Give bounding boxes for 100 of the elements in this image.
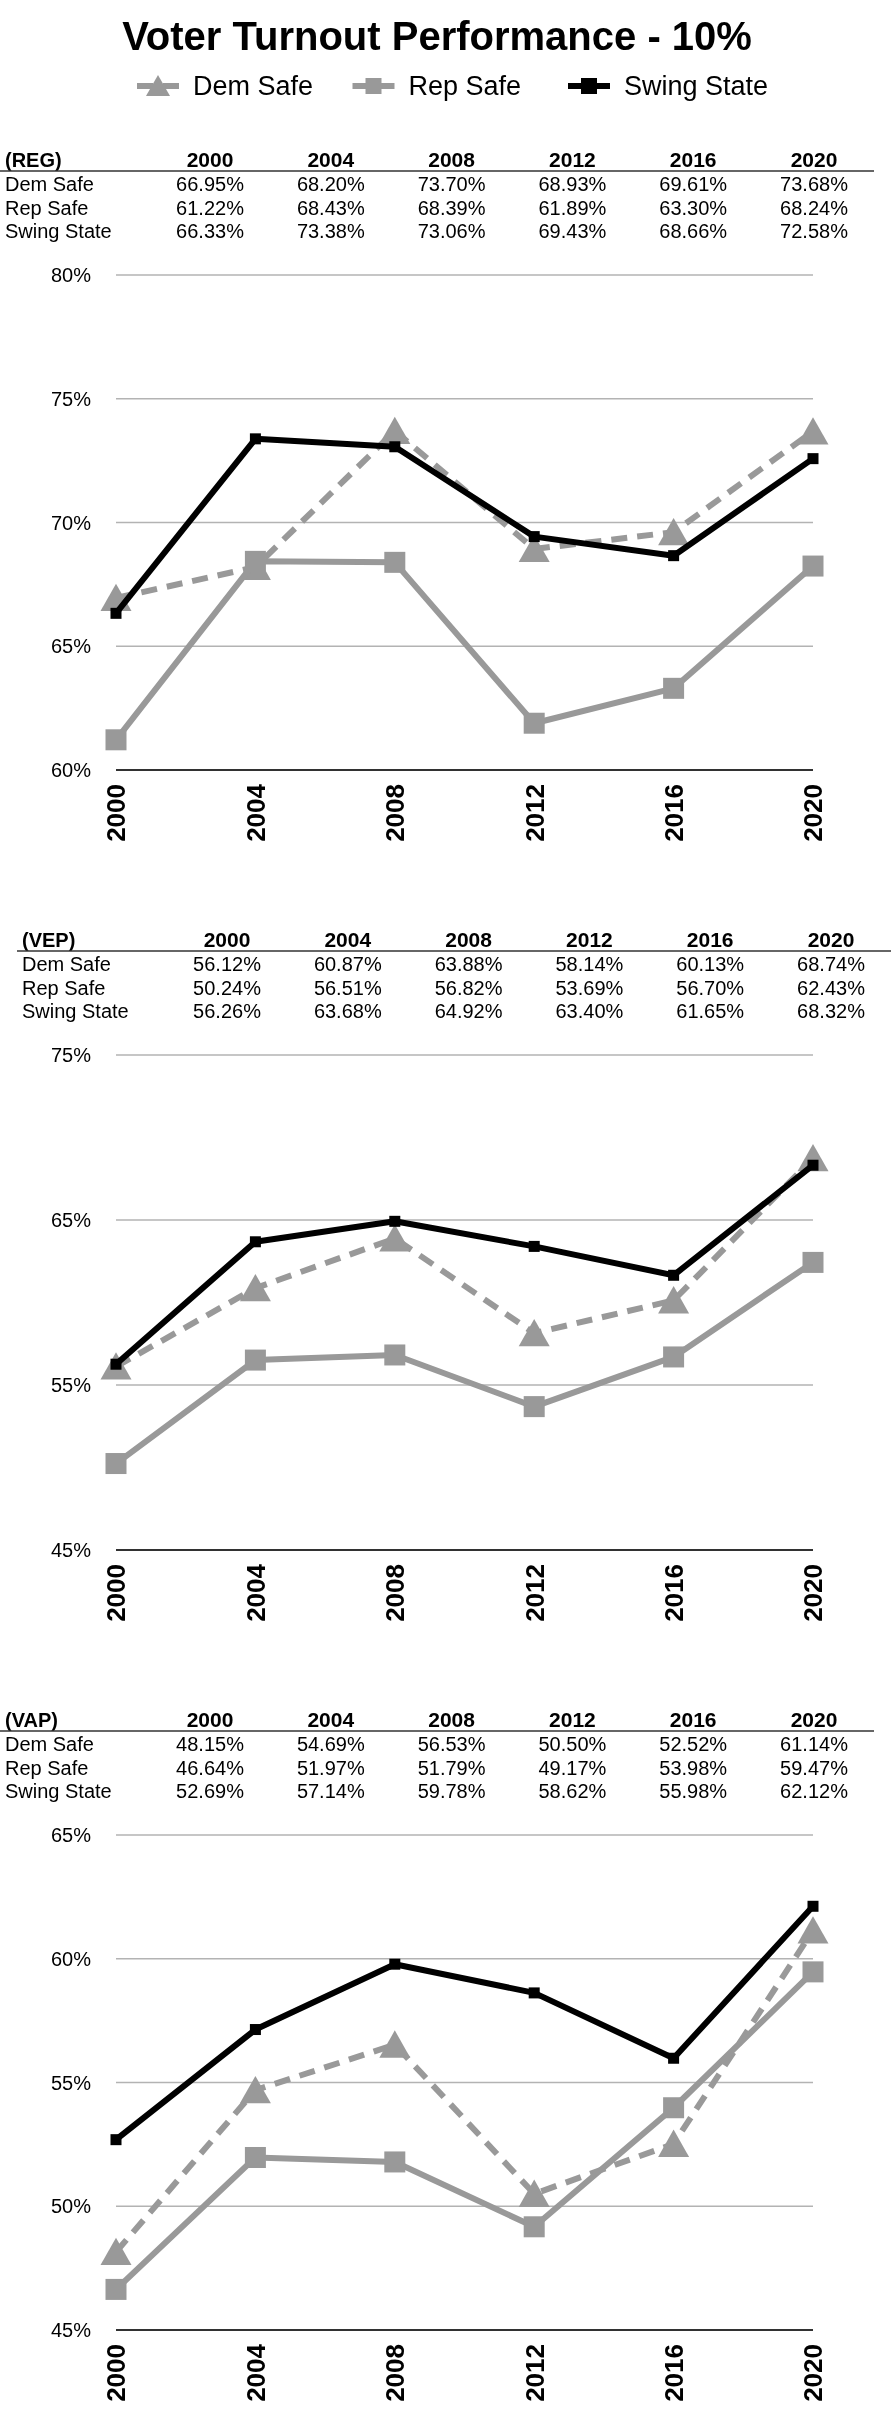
- text: 66.95%: [176, 173, 245, 195]
- text: 56.12%: [193, 953, 262, 975]
- text: Dem Safe: [5, 1733, 94, 1755]
- text: 53.98%: [659, 1756, 728, 1779]
- text: 60.13%: [676, 953, 745, 975]
- text: 51.97%: [296, 1756, 365, 1779]
- text: 50.24%: [193, 976, 262, 999]
- text: 68.39%: [417, 196, 486, 219]
- category-label: 2012: [566, 928, 613, 951]
- chart-subtitle: (VEP): [22, 929, 76, 951]
- text: 68.43%: [296, 196, 365, 219]
- text: 68.20%: [296, 173, 365, 195]
- text: Dem Safe: [5, 173, 94, 195]
- text: 69.61%: [659, 173, 728, 195]
- y-tick-label: 65%: [50, 1824, 92, 1846]
- category-label: 2016: [669, 148, 717, 171]
- y-tick-label: 70%: [50, 511, 92, 534]
- text: Swing State: [22, 1000, 129, 1022]
- y-tick-label: 55%: [50, 2071, 92, 2094]
- text: 58.14%: [555, 953, 624, 975]
- x-tick-label: 2004: [240, 2343, 271, 2402]
- text: 68.24%: [780, 196, 849, 219]
- category-label: 2020: [807, 928, 855, 951]
- text: 56.51%: [313, 976, 382, 999]
- x-tick-label: 2016: [658, 1564, 689, 1622]
- point: [658, 1286, 690, 1314]
- x-tick-label: 2000: [101, 2344, 132, 2402]
- text: 58.62%: [538, 1780, 607, 1802]
- text: 56.53%: [417, 1733, 486, 1755]
- text: Dem Safe: [22, 953, 111, 975]
- point: [379, 1224, 411, 1252]
- category-label: 2004: [307, 148, 355, 171]
- text: 56.26%: [193, 1000, 262, 1022]
- x-tick-label: 2000: [101, 784, 132, 842]
- y-tick-label: 50%: [50, 2195, 92, 2218]
- point: [239, 1273, 271, 1302]
- text: 63.40%: [555, 1000, 624, 1022]
- category-label: 2020: [790, 1708, 838, 1731]
- point: [518, 1318, 550, 1347]
- y-tick-label: 75%: [50, 387, 92, 410]
- y-tick-label: 60%: [50, 1947, 92, 1970]
- text: 66.33%: [176, 220, 245, 242]
- text: 48.15%: [176, 1733, 245, 1755]
- category-label: 2008: [445, 928, 492, 951]
- y-tick-label: 80%: [50, 264, 92, 286]
- text: Rep Safe: [22, 976, 106, 999]
- point: [802, 1251, 824, 1273]
- text: 50.50%: [538, 1733, 607, 1755]
- chart-title: Voter Turnout Performance - 10%: [122, 14, 752, 58]
- legend-label: Rep Safe: [408, 71, 522, 101]
- text: 55.98%: [659, 1780, 728, 1802]
- text: 73.70%: [417, 173, 486, 195]
- point: [523, 1396, 545, 1418]
- x-tick-label: 2012: [519, 784, 550, 842]
- point: [668, 1269, 680, 1281]
- text: 49.17%: [538, 1756, 607, 1779]
- x-tick-label: 2012: [519, 1564, 550, 1622]
- category-label: 2004: [307, 1708, 355, 1731]
- y-tick-label: 55%: [50, 1374, 92, 1396]
- y-tick-label: 45%: [50, 1539, 92, 1561]
- text: 73.38%: [296, 220, 365, 242]
- text: 73.68%: [780, 173, 849, 195]
- category-label: 2012: [549, 1708, 596, 1731]
- text: 63.30%: [659, 196, 728, 219]
- text: 51.79%: [417, 1756, 486, 1779]
- x-tick-label: 2020: [798, 784, 829, 842]
- text: 63.68%: [313, 1000, 382, 1022]
- point: [528, 1240, 540, 1252]
- text: 62.43%: [797, 976, 866, 999]
- text: 73.06%: [417, 220, 486, 242]
- chart-subtitle: (VAP): [5, 1709, 58, 1731]
- x-tick-label: 2004: [240, 783, 271, 842]
- text: 56.82%: [434, 976, 503, 999]
- text: Rep Safe: [5, 1756, 89, 1779]
- point: [244, 1349, 266, 1371]
- chart-subtitle: (REG): [5, 149, 62, 171]
- y-tick-label: 65%: [50, 1209, 92, 1231]
- x-tick-label: 2004: [240, 1563, 271, 1622]
- category-label: 2008: [428, 1708, 475, 1731]
- x-tick-label: 2008: [380, 2344, 411, 2402]
- text: 68.32%: [797, 1000, 866, 1022]
- x-tick-label: 2008: [380, 1564, 411, 1622]
- text: 52.69%: [176, 1780, 245, 1802]
- category-label: 2020: [790, 148, 838, 171]
- x-tick-label: 2020: [798, 2344, 829, 2402]
- point: [807, 1159, 819, 1171]
- category-label: 2000: [203, 928, 251, 951]
- category-label: 2016: [686, 928, 734, 951]
- text: 72.58%: [780, 220, 849, 242]
- text: Swing State: [5, 220, 112, 242]
- text: 63.88%: [434, 953, 503, 975]
- category-label: 2012: [549, 148, 596, 171]
- category-label: 2000: [186, 148, 234, 171]
- y-tick-label: 75%: [50, 1044, 92, 1066]
- text: 60.87%: [313, 953, 382, 975]
- text: 57.14%: [296, 1780, 365, 1802]
- text: 56.70%: [676, 976, 745, 999]
- category-label: 2008: [428, 148, 475, 171]
- text: 68.74%: [797, 953, 866, 975]
- category-label: 2016: [669, 1708, 717, 1731]
